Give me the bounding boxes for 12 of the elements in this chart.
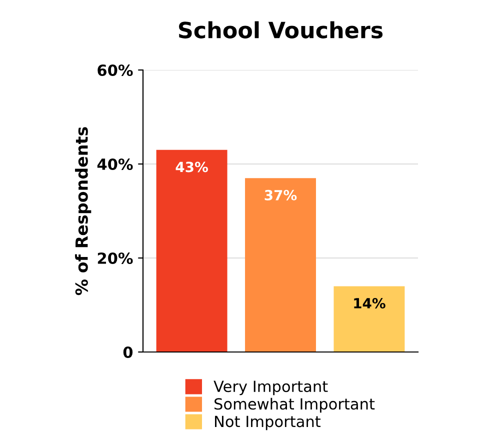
- y-tick-label: 20%: [98, 252, 133, 264]
- y-tick-label: 60%: [98, 64, 133, 76]
- chart-title: School Vouchers: [178, 21, 383, 38]
- legend-label: Not Important: [215, 416, 321, 430]
- y-tick-label: 40%: [97, 158, 133, 170]
- y-axis-title: % of Respondents: [75, 127, 92, 296]
- y-tick-label: 0: [123, 346, 133, 358]
- legend-label: Very Important: [214, 380, 328, 396]
- legend-label: Somewhat Important: [214, 398, 375, 413]
- data-label: 14%: [354, 298, 386, 309]
- data-label: 43%: [176, 162, 208, 172]
- data-label: 37%: [264, 190, 297, 200]
